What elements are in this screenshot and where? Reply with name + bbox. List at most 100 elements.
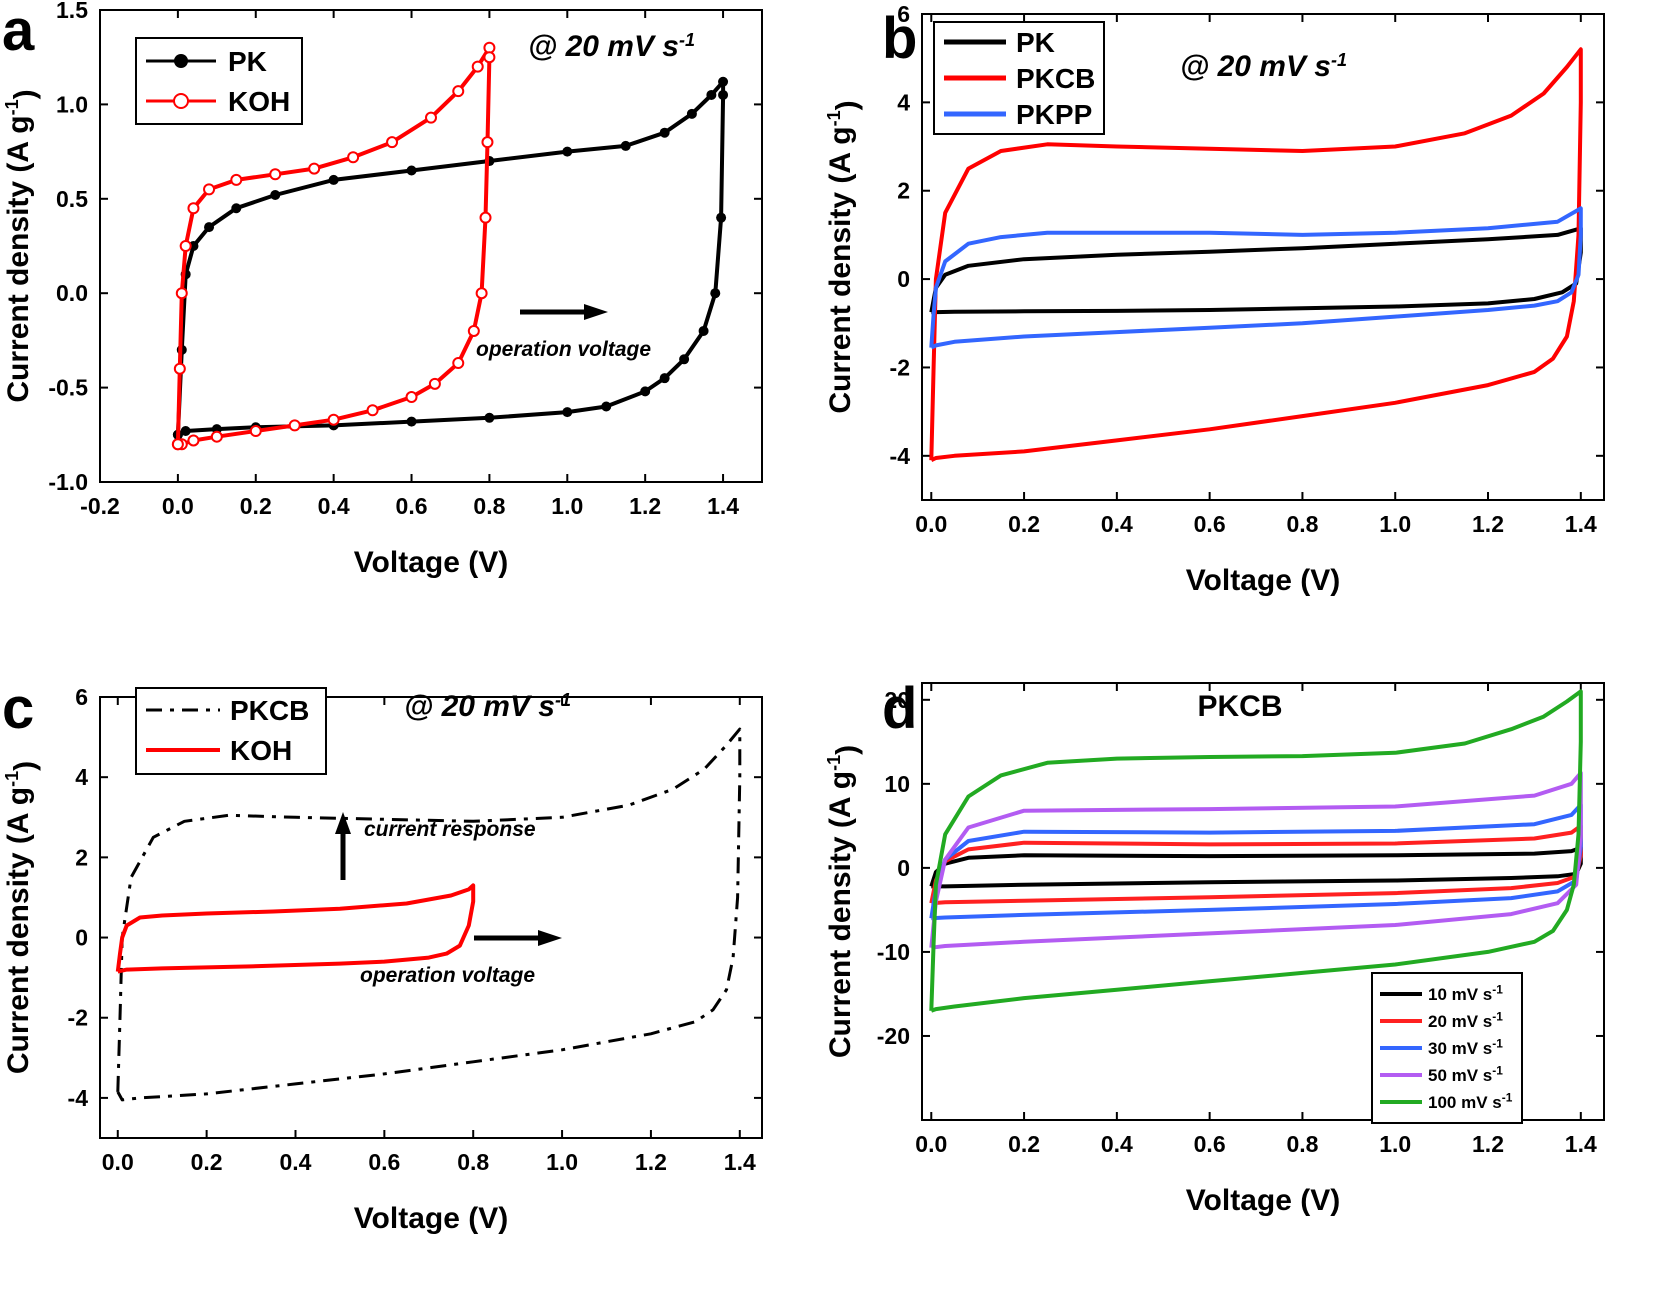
- data-point: [270, 190, 281, 201]
- y-tick-label: 4: [75, 764, 88, 790]
- y-tick-label: 1.0: [56, 91, 88, 117]
- y-tick-label: 1.5: [56, 0, 88, 23]
- panel-d: d 0.0 0.2 0.4 0.6 0.8 1.0 1.2 1.4 -20 -10 0 10 20 Volt…: [824, 676, 1605, 1217]
- y-tick-label: -2: [68, 1005, 88, 1031]
- y-tick-label: 0: [897, 266, 910, 292]
- data-point: [452, 85, 465, 98]
- data-point: [475, 287, 488, 300]
- y-axis-title: Current density (A g-1): [824, 745, 864, 1058]
- plot-frame: [921, 682, 1605, 1121]
- x-tick-label: 1.2: [629, 493, 661, 519]
- x-tick-label: 0.4: [279, 1149, 311, 1175]
- arrow-head: [538, 930, 562, 946]
- data-point: [175, 287, 188, 300]
- data-point: [230, 173, 243, 186]
- arrow-head: [584, 304, 608, 320]
- y-tick-label: -4: [890, 443, 911, 469]
- x-tick-label: 0.4: [1101, 1131, 1133, 1157]
- y-tick-label: 0: [75, 925, 88, 951]
- data-point: [481, 136, 494, 149]
- y-tick-label: -20: [877, 1023, 910, 1049]
- series-line-PK: [929, 226, 1583, 315]
- data-point: [452, 357, 465, 370]
- x-tick-label: 1.0: [1379, 1131, 1411, 1157]
- legend: PK PKCB PKPP: [933, 21, 1105, 135]
- x-tick-label: 1.0: [1379, 511, 1411, 537]
- x-tick-label: 1.4: [1565, 1131, 1597, 1157]
- y-tick-label: 6: [897, 1, 910, 27]
- legend: PK KOH: [135, 37, 303, 125]
- x-tick-label: 1.2: [1472, 511, 1504, 537]
- x-tick-label: 0.6: [1194, 1131, 1226, 1157]
- legend-label: 20 mV s-1: [1428, 1009, 1503, 1031]
- x-tick-label: 0.2: [240, 493, 272, 519]
- y-axis-title: Current density (A g-1): [2, 89, 42, 402]
- legend-label: 100 mV s-1: [1428, 1090, 1513, 1112]
- data-point: [308, 162, 321, 175]
- panel-letter-d: d: [882, 676, 917, 741]
- data-point: [187, 202, 200, 215]
- x-axis-title: Voltage (V): [1186, 564, 1340, 597]
- y-tick-label: 0.0: [56, 280, 88, 306]
- y-tick-label: -0.5: [48, 375, 88, 401]
- series-line-PKCB: [116, 727, 742, 1102]
- data-point: [640, 386, 651, 397]
- rate-annotation: @ 20 mV s-1: [1180, 50, 1347, 83]
- legend-label: 10 mV s-1: [1428, 982, 1503, 1004]
- data-point: [562, 146, 573, 157]
- data-point: [710, 288, 721, 299]
- data-point: [718, 89, 729, 100]
- inner-title: PKCB: [1197, 690, 1282, 723]
- legend-label: KOH: [228, 86, 290, 117]
- x-tick-label: 0.6: [368, 1149, 400, 1175]
- data-point: [328, 174, 339, 185]
- panel-c: c 0.0 0.2 0.4 0.6 0.8 1.0 1.2 1.4 -4 -2 0 2 4 6 Voltage…: [2, 676, 763, 1235]
- legend-label: PKPP: [1016, 99, 1092, 130]
- data-point: [269, 168, 282, 181]
- data-point: [425, 111, 437, 124]
- series-line-KOH: [115, 883, 476, 974]
- data-point: [698, 325, 709, 336]
- legend: 10 mV s-1 20 mV s-1 30 mV s-1 50 mV s-1 100 …: [1371, 972, 1523, 1124]
- data-point: [405, 391, 418, 404]
- x-tick-label: 0.8: [1286, 1131, 1318, 1157]
- plot-frame: [99, 9, 763, 483]
- data-point: [659, 373, 670, 384]
- x-tick-label: 0.0: [162, 493, 194, 519]
- legend-label: PK: [1016, 27, 1055, 58]
- data-point: [406, 165, 417, 176]
- y-tick-label: 0.5: [56, 186, 88, 212]
- y-axis-title: Current density (A g-1): [824, 100, 864, 413]
- y-tick-label: -1.0: [48, 469, 88, 495]
- y-tick-label: 2: [897, 178, 910, 204]
- x-axis-title: Voltage (V): [354, 546, 508, 579]
- panel-letter-b: b: [882, 6, 917, 71]
- data-point: [347, 151, 360, 164]
- y-tick-label: 2: [75, 844, 88, 870]
- x-tick-label: 1.4: [707, 493, 739, 519]
- legend-label: KOH: [230, 735, 292, 766]
- rate-annotation: @ 20 mV s-1: [528, 30, 695, 63]
- panel-b: b 0.0 0.2 0.4 0.6 0.8 1.0 1.2 1.4 -4 -2 0 2 4 6 Voltage…: [824, 1, 1605, 597]
- data-point: [620, 140, 631, 151]
- x-tick-label: 0.4: [318, 493, 350, 519]
- data-point: [203, 183, 216, 196]
- arrow-head: [335, 812, 351, 834]
- y-tick-label: 20: [884, 687, 910, 713]
- rate-annotation: @ 20 mV s-1: [404, 690, 571, 723]
- legend-box: [135, 37, 303, 125]
- legend-swatch-marker: [174, 54, 188, 68]
- data-point: [484, 412, 495, 423]
- x-tick-label: 1.4: [724, 1149, 756, 1175]
- plot-frame: [99, 696, 763, 1139]
- data-point: [479, 211, 492, 224]
- data-point: [231, 203, 242, 214]
- x-tick-label: -0.2: [80, 493, 120, 519]
- x-tick-label: 1.2: [635, 1149, 667, 1175]
- y-tick-label: 4: [897, 89, 910, 115]
- data-point: [210, 430, 223, 443]
- x-tick-label: 0.8: [457, 1149, 489, 1175]
- x-tick-label: 0.0: [915, 511, 947, 537]
- data-point: [706, 89, 717, 100]
- y-tick-label: 6: [75, 684, 88, 710]
